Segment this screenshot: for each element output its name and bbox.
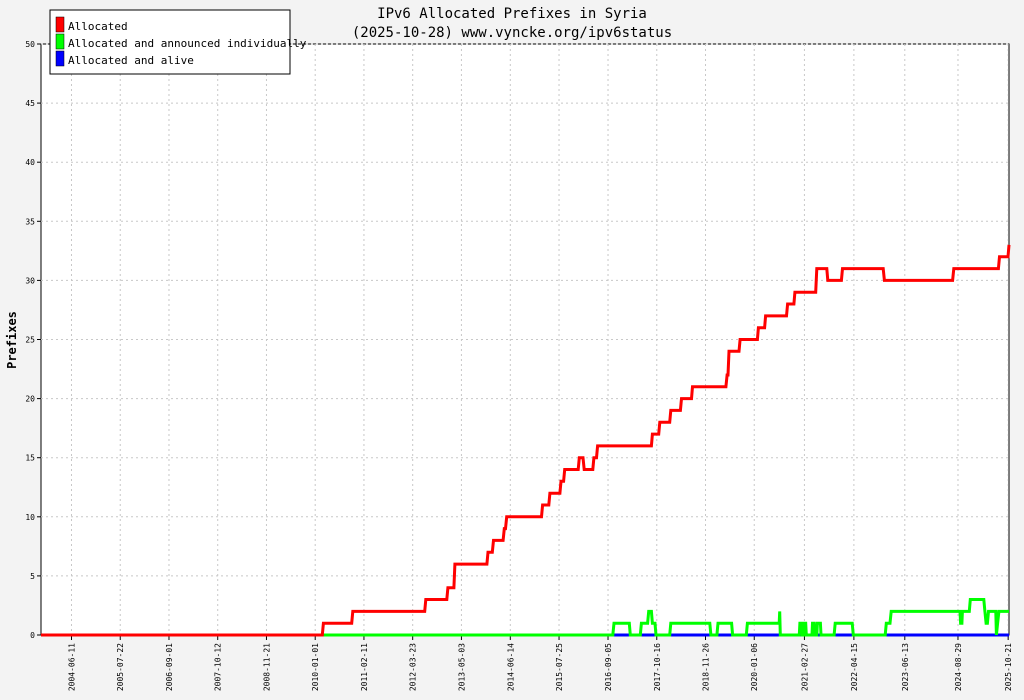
y-tick-label: 0: [30, 631, 35, 640]
y-tick-label: 35: [25, 217, 35, 226]
legend-swatch-announced: [55, 33, 65, 50]
y-tick-label: 5: [30, 572, 35, 581]
x-tick-label: 2017-10-16: [653, 643, 662, 691]
legend-label-alive: Allocated and alive: [68, 54, 194, 67]
x-tick-label: 2025-10-21: [1004, 643, 1013, 691]
series-line-allocated-and-announced-individually: [41, 598, 1009, 637]
legend: Allocated Allocated and announced indivi…: [49, 9, 307, 75]
x-axis: 2004-06-11 2005-07-22 2006-09-01 2007-10-12…: [67, 635, 1013, 691]
x-tick-label: 2013-05-03: [457, 643, 466, 691]
y-tick-label: 40: [25, 158, 35, 167]
x-tick-label: 2006-09-01: [165, 643, 174, 691]
y-tick-label: 25: [25, 336, 35, 345]
y-tick-label: 15: [25, 454, 35, 463]
y-tick-label: 10: [25, 513, 35, 522]
series-line-allocated: [41, 244, 1011, 637]
series-group: [41, 244, 1011, 637]
x-tick-label: 2014-06-14: [506, 643, 515, 691]
x-tick-label: 2018-11-26: [702, 643, 711, 691]
legend-box: [49, 9, 291, 75]
x-tick-label: 2020-01-06: [750, 643, 759, 691]
x-tick-label: 2011-02-11: [360, 643, 369, 691]
y-axis-label: Prefixes: [5, 311, 19, 369]
x-tick-label: 2012-03-23: [409, 643, 418, 691]
x-tick-label: 2021-02-27: [800, 643, 809, 691]
x-tick-label: 2008-11-21: [262, 643, 271, 691]
legend-swatch-allocated: [55, 16, 65, 33]
legend-swatch-alive: [55, 50, 65, 67]
x-tick-label: 2015-07-25: [555, 643, 564, 691]
legend-label-announced: Allocated and announced individually: [68, 37, 307, 50]
x-tick-label: 2004-06-11: [67, 643, 76, 691]
x-tick-label: 2024-08-29: [954, 643, 963, 691]
x-tick-label: 2007-10-12: [214, 643, 223, 691]
legend-label-allocated: Allocated: [68, 20, 128, 33]
y-tick-label: 50: [25, 40, 35, 49]
chart-subtitle: (2025-10-28) www.vyncke.org/ipv6status: [352, 25, 672, 41]
y-tick-label: 30: [25, 276, 35, 285]
x-tick-label: 2005-07-22: [116, 643, 125, 691]
x-tick-label: 2016-09-05: [604, 643, 613, 691]
y-tick-label: 45: [25, 99, 35, 108]
x-tick-label: 2023-06-13: [901, 643, 910, 691]
y-tick-label: 20: [25, 395, 35, 404]
chart-title: IPv6 Allocated Prefixes in Syria: [377, 6, 647, 22]
x-tick-label: 2022-04-15: [850, 643, 859, 691]
x-tick-label: 2010-01-01: [311, 643, 320, 691]
y-axis: 0 5 10 15 20 25 30 35 40 45 50: [25, 40, 41, 640]
